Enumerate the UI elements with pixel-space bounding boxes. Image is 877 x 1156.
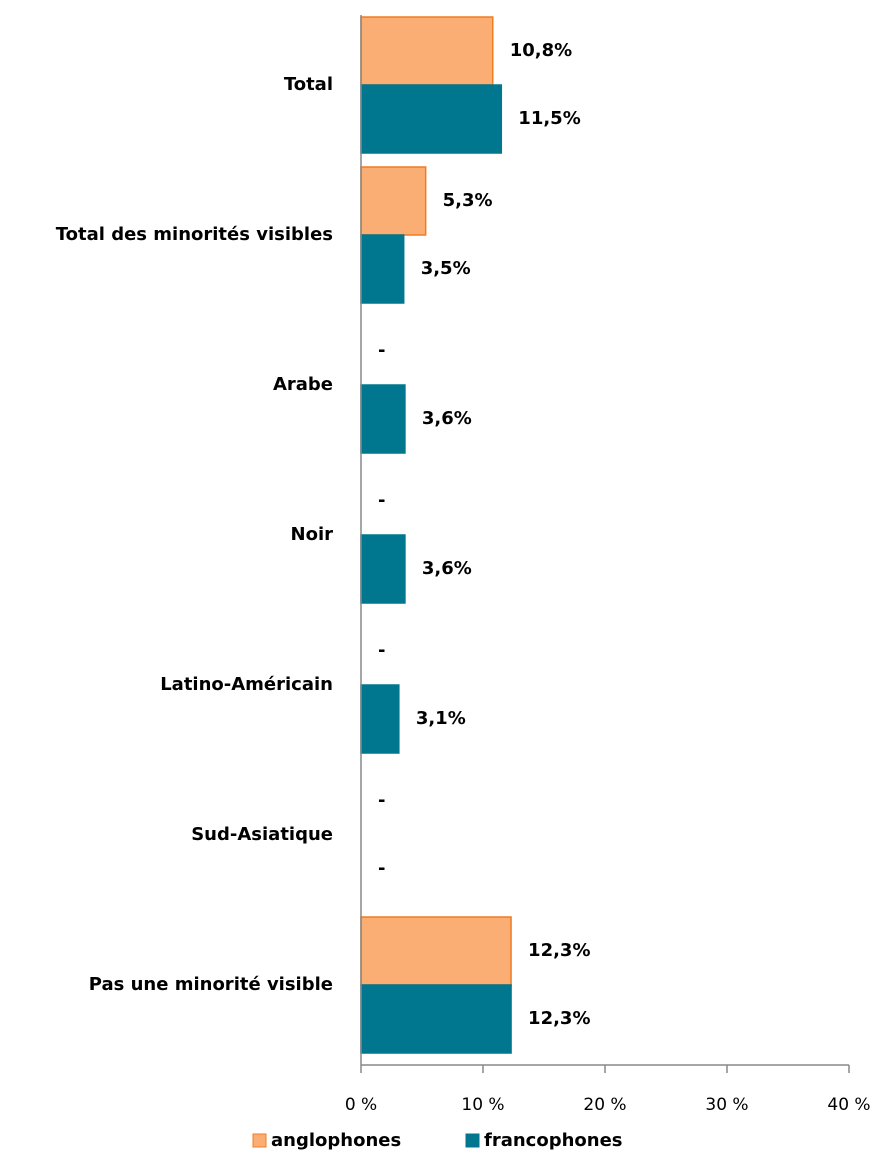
- category-label: Pas une minorité visible: [89, 974, 333, 995]
- value-label: 5,3%: [443, 190, 493, 211]
- value-label: -: [378, 790, 385, 811]
- x-tick-label: 20 %: [583, 1095, 626, 1115]
- value-label: 3,6%: [422, 558, 472, 579]
- bar: [360, 166, 427, 236]
- bar: [360, 16, 494, 86]
- category-label: Noir: [291, 524, 334, 545]
- bar: [360, 984, 512, 1054]
- category-label: Sud-Asiatique: [191, 824, 333, 845]
- value-label: -: [378, 490, 385, 511]
- x-tick-label: 40 %: [827, 1095, 870, 1115]
- value-label: -: [378, 340, 385, 361]
- x-tick-label: 30 %: [705, 1095, 748, 1115]
- value-label: 12,3%: [528, 1008, 590, 1029]
- value-label: 11,5%: [518, 108, 580, 129]
- bar: [360, 916, 512, 986]
- legend-label: anglophones: [271, 1130, 401, 1151]
- value-label: 3,6%: [422, 408, 472, 429]
- category-label: Latino-Américain: [160, 674, 333, 695]
- x-tick-label: 10 %: [461, 1095, 504, 1115]
- bar: [360, 534, 406, 604]
- value-label: 12,3%: [528, 940, 590, 961]
- value-label: 10,8%: [510, 40, 572, 61]
- bar: [360, 84, 503, 154]
- legend-swatch: [465, 1133, 480, 1148]
- bar: [360, 234, 405, 304]
- bar: [360, 384, 406, 454]
- value-label: 3,5%: [421, 258, 471, 279]
- category-label: Total des minorités visibles: [56, 224, 333, 245]
- legend-label: francophones: [484, 1130, 623, 1151]
- category-label: Arabe: [273, 374, 333, 395]
- legend-swatch: [252, 1133, 267, 1148]
- x-tick-label: 0 %: [345, 1095, 377, 1115]
- bar: [360, 684, 400, 754]
- value-label: -: [378, 640, 385, 661]
- category-label: Total: [284, 74, 333, 95]
- value-label: -: [378, 858, 385, 879]
- value-label: 3,1%: [416, 708, 466, 729]
